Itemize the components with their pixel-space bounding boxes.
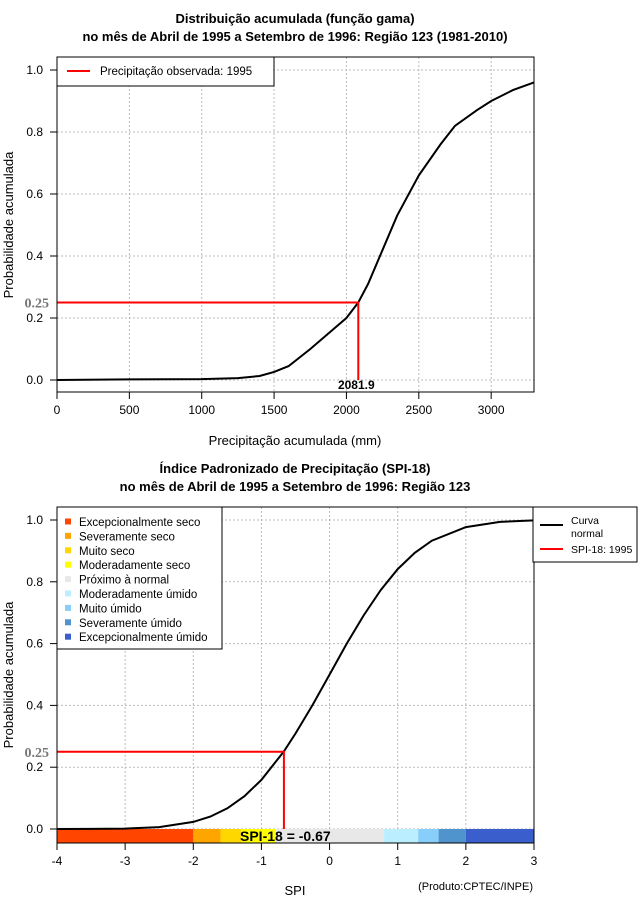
y-tick-label: 0.4	[26, 698, 43, 712]
class-band	[438, 829, 466, 843]
legend-class-label: Muito úmido	[79, 603, 142, 615]
x-tick-label: 500	[119, 403, 139, 417]
legend-square-icon	[65, 576, 71, 583]
legend-class-label: Moderadamente úmido	[79, 589, 197, 601]
x-tick-label: 2500	[405, 403, 432, 417]
chart1-grid	[56, 57, 534, 392]
chart1-legend: Precipitação observada: 1995	[56, 56, 275, 87]
legend-class-label: Próximo à normal	[79, 575, 169, 587]
chart2-curve-legend: Curva normal SPI-18: 1995	[532, 506, 638, 563]
chart1-x-axis-label: Precipitação acumulada (mm)	[209, 433, 382, 448]
chart2-observed-y-label: 0.25	[25, 746, 50, 761]
legend-square-icon	[65, 633, 71, 640]
x-tick-label: -3	[120, 854, 131, 868]
x-tick-label: 1500	[261, 403, 288, 417]
legend-class-label: Severamente seco	[79, 531, 175, 543]
class-band	[240, 829, 276, 843]
legend-square-icon	[65, 619, 71, 626]
y-tick-label: 0.2	[26, 760, 43, 774]
chart2-plot-box	[56, 506, 535, 844]
legend-class-label: Severamente úmido	[79, 618, 182, 630]
legend-class-label: Excepcionalmente seco	[79, 517, 200, 529]
legend-curve-label-1: Curva	[571, 515, 599, 527]
class-band	[384, 829, 419, 843]
y-tick-label: 0.2	[26, 311, 43, 325]
legend-observed-label: Precipitação observada: 1995	[100, 66, 252, 78]
y-tick-label: 0.0	[26, 822, 43, 836]
chart1-title-line1: Distribuição acumulada (função gama)	[175, 11, 414, 26]
y-tick-label: 0.8	[26, 575, 43, 589]
class-band	[275, 829, 385, 843]
y-tick-label: 0.6	[26, 187, 43, 201]
y-tick-label: 0.4	[26, 249, 43, 263]
y-tick-label: 1.0	[26, 63, 43, 77]
legend-square-icon	[65, 590, 71, 597]
legend-curve-label-2: normal	[571, 528, 603, 540]
class-band	[193, 829, 221, 843]
class-band	[220, 829, 241, 843]
chart2-title-line1: Índice Padronizado de Precipitação (SPI-…	[160, 461, 431, 476]
chart-gamma: Distribuição acumulada (função gama) no …	[1, 11, 535, 448]
chart2-observed-line	[57, 750, 285, 829]
x-tick-label: 0	[326, 854, 333, 868]
y-tick-label: 0.0	[26, 373, 43, 387]
legend-spi-label: SPI-18: 1995	[571, 544, 632, 556]
x-tick-label: 0	[54, 403, 61, 417]
x-tick-label: -2	[188, 854, 199, 868]
x-tick-label: 3	[531, 854, 538, 868]
x-tick-label: -4	[52, 854, 63, 868]
chart1-observed-x-label: 2081.9	[338, 378, 375, 392]
x-tick-label: 3000	[478, 403, 505, 417]
chart2-class-legend: Excepcionalmente seco Severamente seco Mui…	[56, 506, 223, 650]
x-tick-label: 2000	[333, 403, 360, 417]
class-band	[418, 829, 439, 843]
x-tick-label: -1	[256, 854, 267, 868]
legend-square-icon	[65, 518, 71, 525]
chart1-plot-box	[56, 56, 535, 393]
chart1-observed-y-label: 0.25	[25, 297, 50, 312]
chart2-y-axis-label: Probabilidade acumulada	[1, 601, 16, 748]
class-band	[57, 829, 194, 843]
credit-text: (Produto:CPTEC/INPE)	[418, 881, 533, 893]
class-band	[465, 829, 534, 843]
spi-value-label: SPI-18 = -0.67	[240, 828, 331, 844]
legend-square-icon	[65, 604, 71, 611]
chart2-normal-curve	[56, 519, 535, 830]
legend-square-icon	[65, 561, 71, 568]
chart1-y-axis-label: Probabilidade acumulada	[1, 151, 16, 298]
chart1-gamma-curve	[56, 81, 535, 381]
legend-class-label: Excepcionalmente úmido	[79, 632, 208, 644]
legend-class-label: Muito seco	[79, 546, 135, 558]
legend-square-icon	[65, 532, 71, 539]
x-tick-label: 2	[463, 854, 470, 868]
y-tick-label: 1.0	[26, 513, 43, 527]
chart1-title-line2: no mês de Abril de 1995 a Setembro de 19…	[82, 29, 507, 44]
chart2-x-axis-label: SPI	[285, 883, 306, 898]
x-tick-label: 1000	[188, 403, 215, 417]
legend-class-label: Moderadamente seco	[79, 560, 190, 572]
y-tick-label: 0.8	[26, 125, 43, 139]
chart-spi: Índice Padronizado de Precipitação (SPI-…	[1, 461, 638, 898]
x-tick-label: 1	[394, 854, 401, 868]
chart2-title-line2: no mês de Abril de 1995 a Setembro de 19…	[120, 479, 471, 494]
chart1-axes: 0 500 1000 1500 2000 2500 3000 0.0 0.2 0.4 0.6 0.8 1…	[26, 63, 505, 417]
chart2-axes: -4 -3 -2 -1 0 1 2 3 0.0 0.2 0.4 0.6 0.8 1.0	[26, 513, 537, 868]
legend-square-icon	[65, 547, 71, 554]
y-tick-label: 0.6	[26, 637, 43, 651]
chart2-class-bar	[57, 829, 534, 843]
chart1-observed-line	[57, 301, 360, 380]
